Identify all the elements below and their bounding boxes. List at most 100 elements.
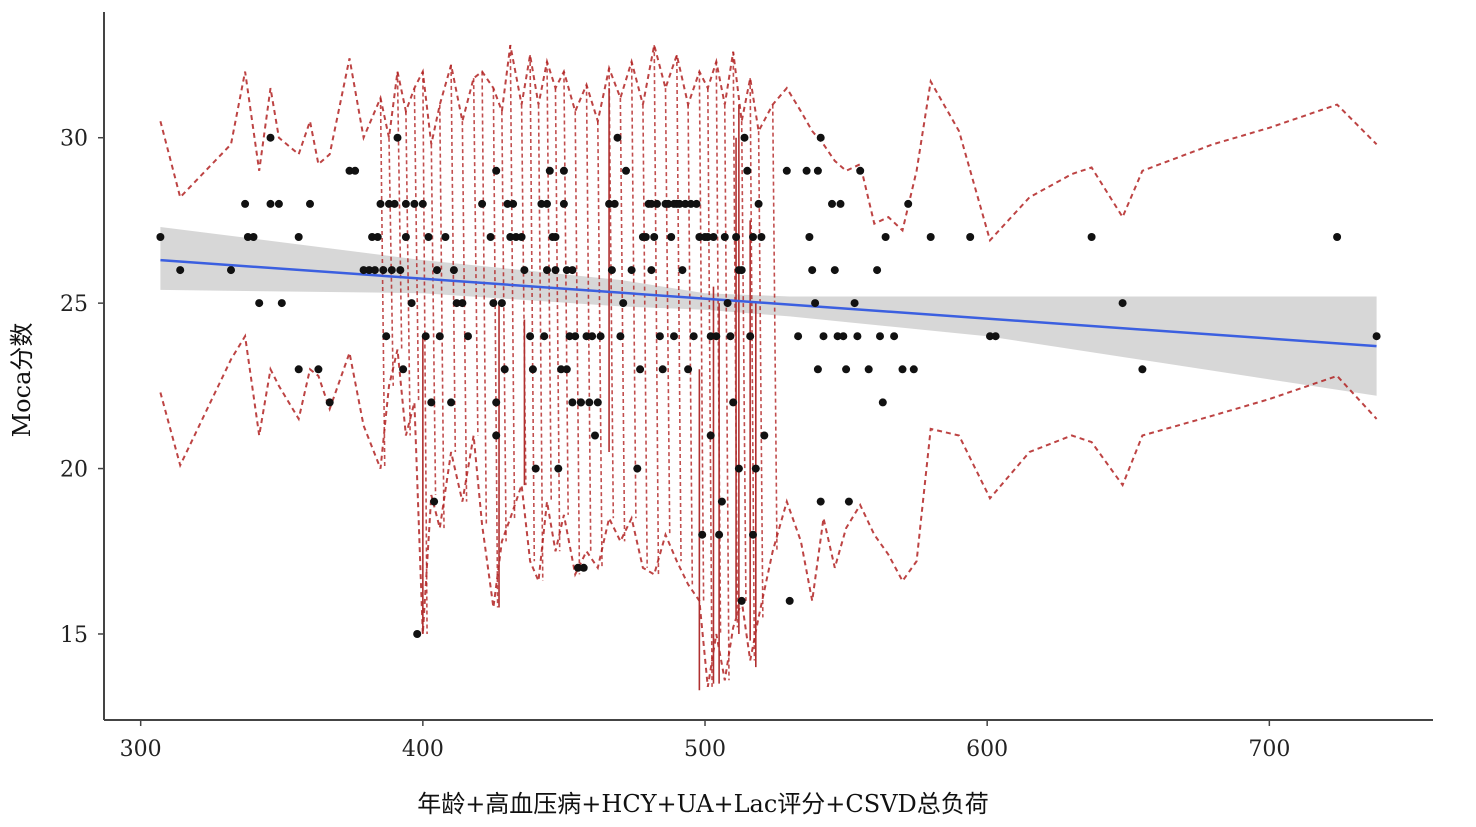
data-point <box>401 233 410 241</box>
data-point <box>382 332 391 341</box>
prediction-bound-stroke <box>749 78 756 661</box>
prediction-bound-stroke <box>413 88 420 403</box>
prediction-bound-stroke <box>509 45 516 519</box>
data-point <box>881 233 890 241</box>
data-point <box>574 563 582 572</box>
data-point <box>373 233 382 241</box>
data-point <box>904 199 913 208</box>
data-point <box>554 464 563 473</box>
data-point <box>842 365 851 374</box>
data-point <box>839 332 848 341</box>
data-point <box>551 233 560 241</box>
prediction-bound-stroke <box>422 71 428 634</box>
data-point <box>686 199 695 208</box>
data-point <box>717 497 726 506</box>
x-tick-label: 300 <box>120 737 162 762</box>
data-point <box>864 365 873 374</box>
prediction-bound-stroke <box>379 98 386 469</box>
data-point <box>306 199 314 208</box>
data-point <box>390 199 399 208</box>
data-point <box>647 199 656 208</box>
data-point <box>227 266 235 275</box>
y-tick-label: 30 <box>60 127 88 152</box>
data-point <box>503 199 512 208</box>
data-point <box>413 630 422 638</box>
data-point <box>562 266 571 275</box>
data-point <box>430 497 439 506</box>
x-tick-label: 700 <box>1248 737 1290 762</box>
data-point <box>325 398 334 407</box>
prediction-bound-stroke <box>405 111 411 436</box>
data-point <box>579 563 588 572</box>
points-layer <box>156 133 1381 638</box>
data-point <box>156 233 165 241</box>
axes-layer <box>103 12 1433 721</box>
data-point <box>370 266 379 275</box>
data-point <box>596 332 605 341</box>
data-point <box>517 233 526 241</box>
data-point <box>1372 332 1381 341</box>
data-point <box>486 233 495 241</box>
data-point <box>520 266 529 275</box>
data-point <box>729 398 738 407</box>
data-point <box>418 199 427 208</box>
data-point <box>387 266 396 275</box>
x-axis-title: 年龄+高血压病+HCY+UA+Lac评分+CSVD总负荷 <box>417 790 989 818</box>
prediction-bounds-layer <box>159 44 1378 691</box>
data-point <box>740 133 749 142</box>
data-point <box>616 332 625 341</box>
y-axis-title: Moca分数 <box>8 323 36 438</box>
data-point <box>585 398 594 407</box>
data-point <box>828 199 836 208</box>
prediction-bound-stroke <box>563 71 569 515</box>
data-point <box>991 332 1000 341</box>
data-point <box>576 398 585 407</box>
prediction-bound-stroke <box>596 121 603 568</box>
prediction-bound-stroke <box>630 61 637 519</box>
data-point <box>856 166 865 175</box>
data-point <box>543 266 551 275</box>
data-point <box>528 365 537 374</box>
data-point <box>424 233 433 241</box>
data-point <box>633 464 642 473</box>
confidence-band <box>160 227 1377 396</box>
data-point <box>274 199 283 208</box>
data-point <box>540 332 549 341</box>
prediction-bound-stroke <box>501 111 507 542</box>
data-point <box>813 166 822 175</box>
data-point <box>819 332 828 341</box>
data-point <box>433 266 441 275</box>
data-point <box>650 233 659 241</box>
data-point <box>760 431 769 440</box>
data-point <box>811 299 820 308</box>
prediction-bound-stroke <box>585 84 592 552</box>
data-point <box>365 266 374 275</box>
data-point <box>565 332 574 341</box>
data-point <box>816 133 825 142</box>
data-point <box>647 266 656 275</box>
data-point <box>243 233 252 241</box>
data-point <box>853 332 862 341</box>
data-point <box>720 233 729 241</box>
data-point <box>452 299 461 308</box>
prediction-bound-stroke <box>472 78 479 436</box>
data-point <box>966 233 975 241</box>
data-point <box>667 233 676 241</box>
data-point <box>689 332 698 341</box>
data-point <box>1087 233 1096 241</box>
data-point <box>898 365 907 374</box>
data-point <box>641 233 650 241</box>
data-point <box>588 332 597 341</box>
data-point <box>746 332 755 341</box>
data-point <box>695 233 704 241</box>
confidence-band-layer <box>160 227 1377 396</box>
data-point <box>399 365 408 374</box>
ticks-layer: 300 400 500 600 700 15 20 25 30 <box>60 127 1290 762</box>
prediction-bound-upper <box>159 44 1378 243</box>
fit-line-layer <box>160 258 1377 348</box>
data-point <box>873 266 882 275</box>
data-point <box>706 332 715 341</box>
x-tick-label: 600 <box>966 737 1008 762</box>
data-point <box>678 266 687 275</box>
